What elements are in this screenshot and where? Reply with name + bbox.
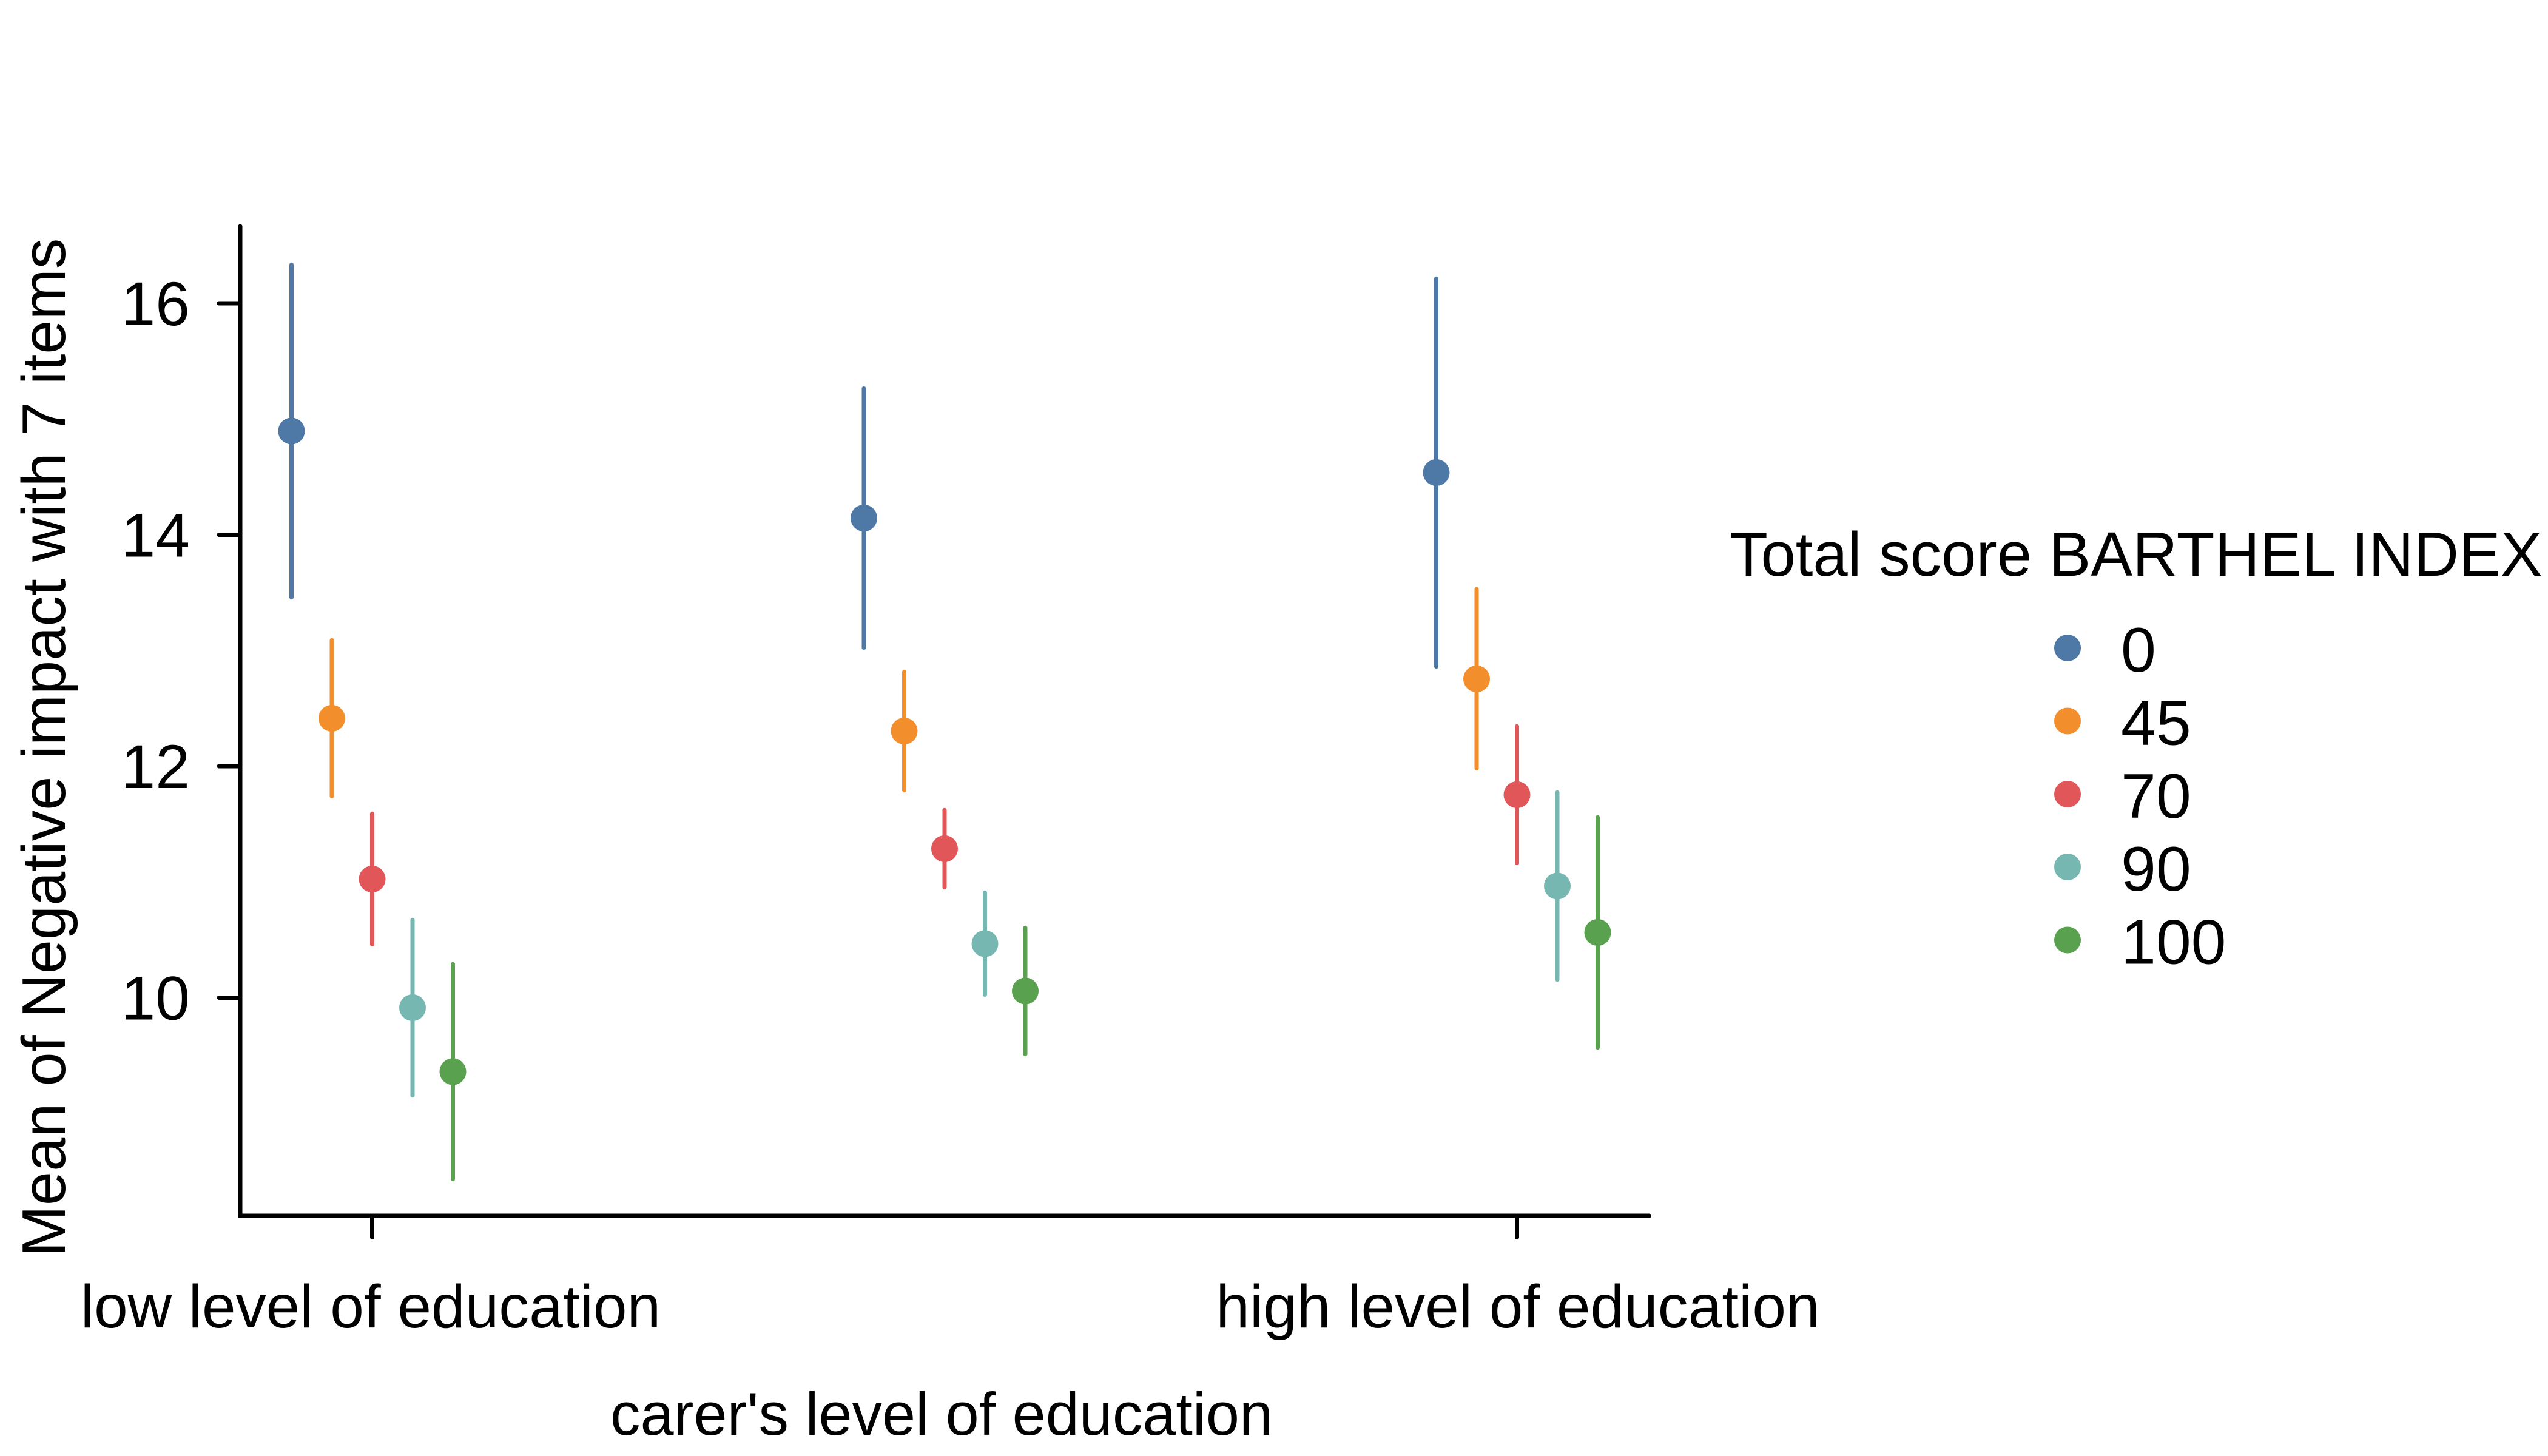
svg-text:90: 90: [2121, 834, 2191, 905]
svg-text:0: 0: [2121, 615, 2156, 686]
svg-text:100: 100: [2121, 908, 2226, 978]
svg-text:Mean of Negative impact with 7: Mean of Negative impact with 7 items: [10, 238, 78, 1256]
svg-text:16: 16: [121, 269, 190, 339]
svg-text:45: 45: [2121, 689, 2191, 759]
svg-text:high level of education: high level of education: [1216, 1273, 1819, 1341]
svg-text:12: 12: [121, 732, 190, 801]
svg-text:carer's level of education: carer's level of education: [610, 1380, 1273, 1448]
svg-text:low level of education: low level of education: [81, 1273, 661, 1341]
svg-text:10: 10: [121, 964, 190, 1033]
svg-text:Total score BARTHEL INDEX: Total score BARTHEL INDEX: [1730, 519, 2542, 589]
svg-text:70: 70: [2121, 761, 2191, 832]
svg-text:14: 14: [121, 501, 190, 570]
